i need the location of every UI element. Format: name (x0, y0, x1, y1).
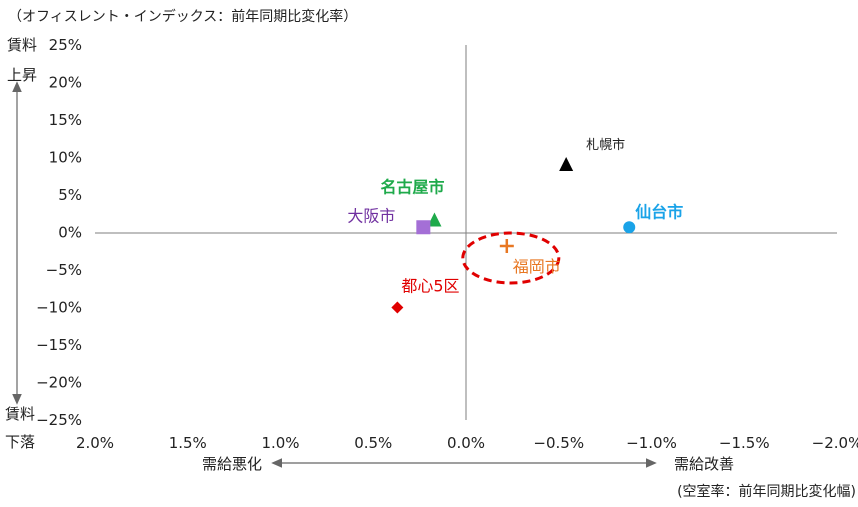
x-tick-label: −1.0% (626, 434, 677, 452)
data-point-circle (623, 221, 636, 234)
y-tick-labels: 25% 20% 15% 10% 5% 0% −5% −10% −15% −20% −25% (36, 36, 82, 429)
point-label: 大阪市 (347, 206, 395, 225)
point-label: 仙台市 (635, 202, 683, 221)
x-tick-label: −1.5% (719, 434, 770, 452)
axes (95, 45, 837, 420)
x-tick-label: 2.0% (76, 434, 114, 452)
x-tick-label: 1.5% (169, 434, 207, 452)
x-tick-label: −0.5% (533, 434, 584, 452)
rent-down-label-2: 下落 (5, 433, 35, 451)
demand-better-label: 需給改善 (674, 455, 734, 473)
y-tick-label: 25% (49, 36, 82, 54)
y-tick-label: 20% (49, 74, 82, 92)
rent-down-label-1: 賃料 (5, 405, 35, 423)
rent-up-label-2: 上昇 (7, 66, 37, 84)
data-point-diamond (391, 301, 404, 314)
y-tick-label: 10% (49, 149, 82, 167)
data-point-triangle (427, 212, 442, 227)
x-tick-label: 0.0% (447, 434, 485, 452)
highlight-ellipse-shape (461, 231, 561, 285)
data-point-triangle (559, 157, 574, 171)
y-tick-label: −15% (36, 336, 82, 354)
x-axis-note: (空室率：前年同期比変化幅) (677, 483, 856, 500)
y-tick-label: −20% (36, 374, 82, 392)
point-label: 札幌市 (586, 137, 625, 153)
y-tick-label: −10% (36, 299, 82, 317)
point-label: 名古屋市 (380, 178, 444, 197)
y-tick-label: 15% (49, 111, 82, 129)
x-tick-label: 1.0% (261, 434, 299, 452)
data-point-square (416, 220, 431, 235)
y-tick-label: −25% (36, 411, 82, 429)
x-tick-labels: 2.0% 1.5% 1.0% 0.5% 0.0% −0.5% −1.0% −1.5% −2.0% (76, 434, 858, 452)
point-label: 都心5区 (401, 277, 459, 296)
y-axis-note: （オフィスレント・インデックス：前年同期比変化率） (8, 8, 357, 25)
x-tick-label: 0.5% (354, 434, 392, 452)
point-label: 福岡市 (513, 257, 561, 276)
data-point-plus (499, 239, 514, 253)
x-tick-label: −2.0% (812, 434, 858, 452)
demand-worse-label: 需給悪化 (202, 455, 262, 473)
y-tick-label: −5% (46, 261, 82, 279)
rent-up-label-1: 賃料 (7, 36, 37, 54)
highlight-ellipse (461, 231, 561, 285)
y-tick-label: 0% (58, 224, 82, 242)
y-tick-label: 5% (58, 186, 82, 204)
